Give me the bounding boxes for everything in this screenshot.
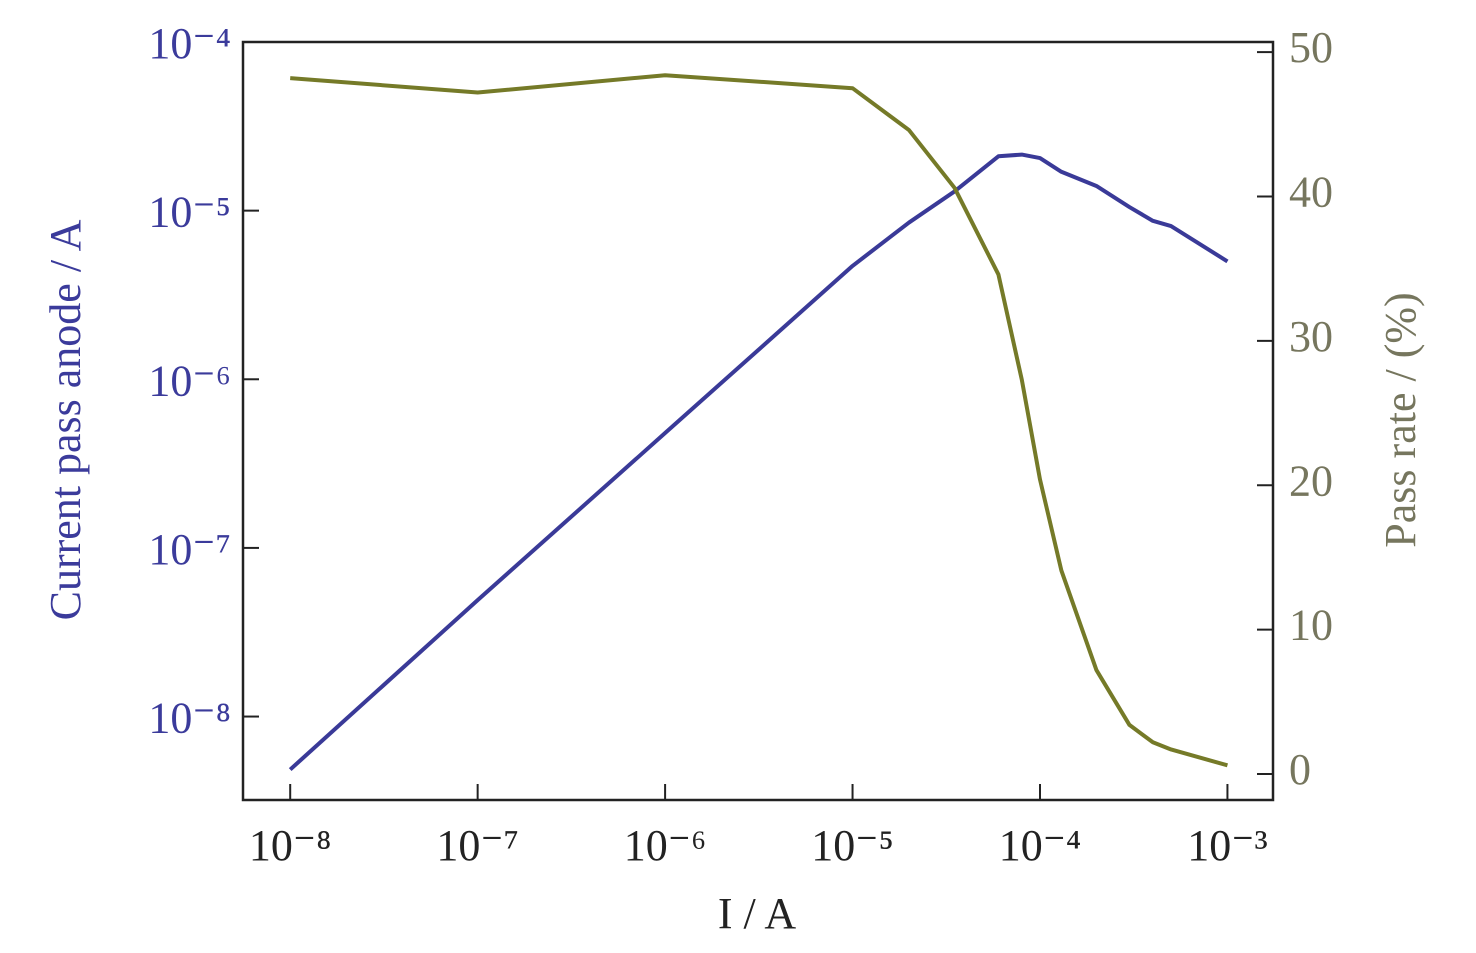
y2-tick-label: 20 xyxy=(1289,456,1333,505)
x-tick-label: 10⁻⁴ xyxy=(999,821,1082,870)
plot-frame xyxy=(241,40,1275,802)
x-tick-label: 10⁻⁷ xyxy=(436,821,519,870)
x-tick-label: 10⁻⁸ xyxy=(249,821,332,870)
series-line xyxy=(288,152,1229,772)
y-tick-label: 10⁻⁵ xyxy=(148,188,231,237)
series-line xyxy=(290,73,1228,768)
y-tick-label: 10⁻⁷ xyxy=(148,525,231,574)
x-tick-label: 10⁻³ xyxy=(1187,821,1267,870)
x-axis-label: I / A xyxy=(718,889,796,938)
y2-axis-label: Pass rate / (%) xyxy=(1376,292,1425,547)
y-tick-label: 10⁻⁸ xyxy=(148,694,231,743)
x-tick-label: 10⁻⁵ xyxy=(811,821,894,870)
y-tick-label: 10⁻⁴ xyxy=(148,19,231,68)
y-axis-label: Current pass anode / A xyxy=(41,219,90,620)
x-tick-label: 10⁻⁶ xyxy=(624,821,707,870)
y2-tick-label: 50 xyxy=(1289,23,1333,72)
y-tick-label: 10⁻⁶ xyxy=(148,356,231,405)
y2-tick-label: 0 xyxy=(1289,745,1311,794)
y2-tick-label: 30 xyxy=(1289,312,1333,361)
y2-tick-label: 40 xyxy=(1289,168,1333,217)
y2-tick-label: 10 xyxy=(1289,601,1333,650)
